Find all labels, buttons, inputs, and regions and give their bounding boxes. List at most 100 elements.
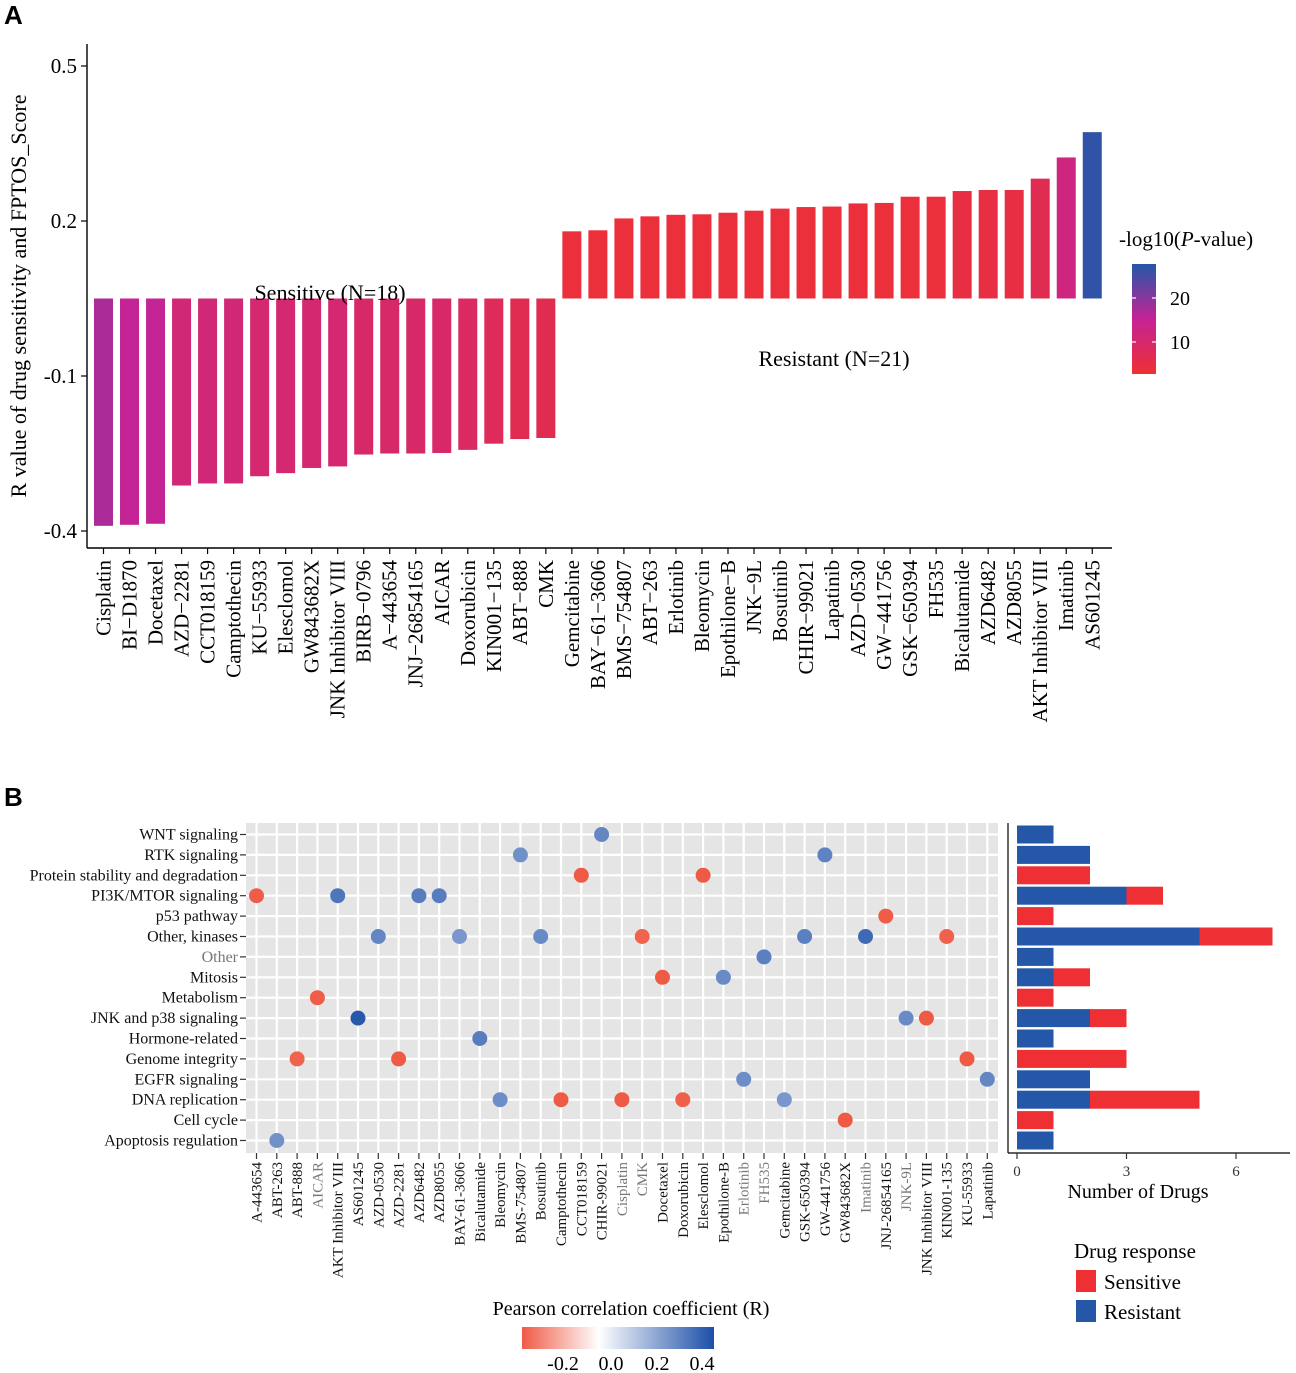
drug-response-legend-title: Drug response (1074, 1239, 1196, 1263)
correlation-tick-00: 0.0 (599, 1353, 624, 1373)
bar-chir-99021 (796, 207, 816, 299)
y-label-pi3k-mtor-signaling: PI3K/MTOR signaling (91, 888, 238, 905)
panel-a-x-label-jnk-9l: JNK−9L (742, 560, 766, 634)
x-label-camptothecin: Camptothecin (554, 1162, 570, 1247)
count-bar-resistant-pi3k-mtor-signaling (1017, 886, 1127, 905)
panel-a-x-label-bosutinib: Bosutinib (768, 560, 792, 642)
bar-erlotinib (666, 214, 686, 299)
panel-a-x-tick-labels: Cisplatin BI−D1870 Docetaxel AZD−2281 CCT018… (92, 548, 1104, 723)
dot-aicar (309, 990, 325, 1006)
pvalue-legend-tick-10: 10 (1170, 332, 1190, 354)
panel-b-dot-plot: WNT signaling RTK signaling Protein stabil… (30, 823, 998, 1278)
bar-azd8055 (1004, 190, 1024, 299)
panel-a-y-tick-label: 0.2 (51, 209, 77, 233)
sensitive-group-label: Sensitive (N=18) (254, 280, 405, 305)
count-bars (1017, 825, 1273, 1150)
count-x-tick-label: 6 (1232, 1164, 1240, 1180)
bar-bay-61-3606 (588, 230, 608, 299)
panel-a-x-label-chir-99021: CHIR−99021 (794, 560, 818, 675)
x-label-jnj-26854165: JNJ-26854165 (879, 1162, 895, 1250)
x-label-bay-61-3606: BAY-61-3606 (453, 1162, 469, 1246)
x-label-bms-754807: BMS-754807 (513, 1162, 529, 1244)
panel-a-y-tick-label: -0.4 (44, 519, 78, 543)
pvalue-legend-title: -log10(P-value) (1119, 227, 1253, 251)
count-bar-resistant-egfr-signaling (1017, 1070, 1090, 1089)
bar-gemcitabine (562, 231, 582, 299)
dot-abt-263 (269, 1133, 285, 1148)
x-label-abt-888: ABT-888 (290, 1162, 306, 1218)
panel-a-y-ticks: 0.5 0.2 -0.1 -0.4 (44, 54, 87, 543)
bar-bicalutamide (952, 191, 972, 299)
bar-abt-263 (640, 216, 660, 299)
bar-ku-55933 (250, 298, 270, 477)
count-bar-sensitive-pi3k-mtor-signaling (1126, 886, 1163, 905)
panel-a-x-label-bms-754807: BMS−754807 (612, 560, 636, 679)
correlation-legend-title: Pearson correlation coefficient (R) (493, 1298, 770, 1320)
bar-imatinib (1056, 157, 1076, 299)
panel-a-x-label-bi-d1870: BI−D1870 (118, 560, 142, 650)
panel-a-x-label-azd8055: AZD8055 (1002, 560, 1026, 645)
panel-a-x-label-bicalutamide: Bicalutamide (950, 560, 974, 672)
count-x-tick-label: 3 (1123, 1164, 1131, 1180)
legend-label-resistant: Resistant (1104, 1300, 1181, 1324)
dot-epothilone-b (715, 969, 731, 985)
x-label-cisplatin: Cisplatin (615, 1162, 631, 1217)
dot-gemcitabine (776, 1092, 792, 1108)
dot-bicalutamide (472, 1031, 488, 1046)
x-label-lapatinib: Lapatinib (980, 1162, 996, 1219)
dot-plot-x-labels: A-443654 ABT-263 ABT-888 AICAR AKT Inhibitor… (250, 1153, 996, 1278)
bar-cct018159 (198, 298, 218, 484)
dot-kin001-135 (939, 929, 955, 944)
x-label-gw843682x: GW843682X (838, 1162, 854, 1243)
x-label-gsk-650394: GSK-650394 (798, 1162, 814, 1243)
legend-swatch-resistant (1076, 1300, 1096, 1322)
y-label-jnk-and-p38-signaling: JNK and p38 signaling (91, 1010, 238, 1027)
count-bar-resistant-dna-replication (1017, 1090, 1090, 1109)
x-label-jnk-9l: JNK-9L (899, 1162, 915, 1211)
dot-bay-61-3606 (452, 929, 467, 944)
legend-swatch-sensitive (1076, 1270, 1096, 1292)
panel-a-x-label-imatinib: Imatinib (1054, 560, 1078, 631)
x-label-kin001-135: KIN001-135 (940, 1162, 956, 1239)
count-bar-sensitive-jnk-and-p38-signaling (1090, 1009, 1127, 1028)
x-label-chir-99021: CHIR-99021 (595, 1162, 611, 1240)
count-bar-resistant-other-kinases (1017, 927, 1200, 946)
bar-fh535 (926, 196, 946, 299)
correlation-tick-04: 0.4 (690, 1353, 715, 1373)
bar-bleomycin (692, 214, 712, 299)
panel-a-x-label-jnk-inhibitor-viii: JNK Inhibitor VIII (326, 560, 350, 718)
x-label-cmk: CMK (635, 1162, 651, 1196)
dot-jnj-26854165 (878, 908, 894, 924)
count-bar-resistant-rtk-signaling (1017, 845, 1090, 864)
x-label-azd-2281: AZD-2281 (392, 1162, 408, 1228)
dot-akt-inhibitor-viii (330, 888, 346, 904)
bar-gw-441756 (874, 202, 894, 299)
panel-b-label: B (4, 782, 23, 812)
panel-a-x-label-azd-0530: AZD−0530 (846, 560, 870, 657)
y-label-dna-replication: DNA replication (132, 1092, 238, 1109)
correlation-tick-neg02: -0.2 (547, 1353, 579, 1373)
dot-cmk (634, 929, 650, 944)
drug-response-legend: Drug response Sensitive Resistant (1074, 1239, 1196, 1324)
panel-a-y-tick-label: -0.1 (44, 364, 77, 388)
panel-a-x-label-ku-55933: KU−55933 (248, 560, 272, 655)
panel-a-x-label-kin001-135: KIN001−135 (482, 560, 506, 672)
x-label-erlotinib: Erlotinib (737, 1162, 753, 1215)
count-bar-resistant-wnt-signaling (1017, 825, 1054, 844)
dot-bms-754807 (512, 847, 528, 863)
panel-a-bars (94, 132, 1102, 526)
x-label-azd-0530: AZD-0530 (371, 1162, 387, 1228)
count-bar-sensitive-p53-pathway (1017, 907, 1054, 926)
y-label-wnt-signaling: WNT signaling (139, 827, 238, 844)
bar-doxorubicin (458, 298, 478, 450)
bar-as601245 (1082, 132, 1102, 299)
dot-camptothecin (553, 1092, 569, 1108)
count-bar-sensitive-cell-cycle (1017, 1111, 1054, 1130)
y-label-p53-pathway: p53 pathway (156, 908, 238, 925)
panel-a-x-label-bleomycin: Bleomycin (690, 560, 714, 653)
dot-imatinib (858, 929, 873, 944)
bar-bi-d1870 (120, 298, 140, 525)
x-label-epothilone-b: Epothilone-B (716, 1162, 732, 1243)
panel-a-x-label-lapatinib: Lapatinib (820, 560, 844, 640)
bar-azd-2281 (172, 298, 192, 486)
